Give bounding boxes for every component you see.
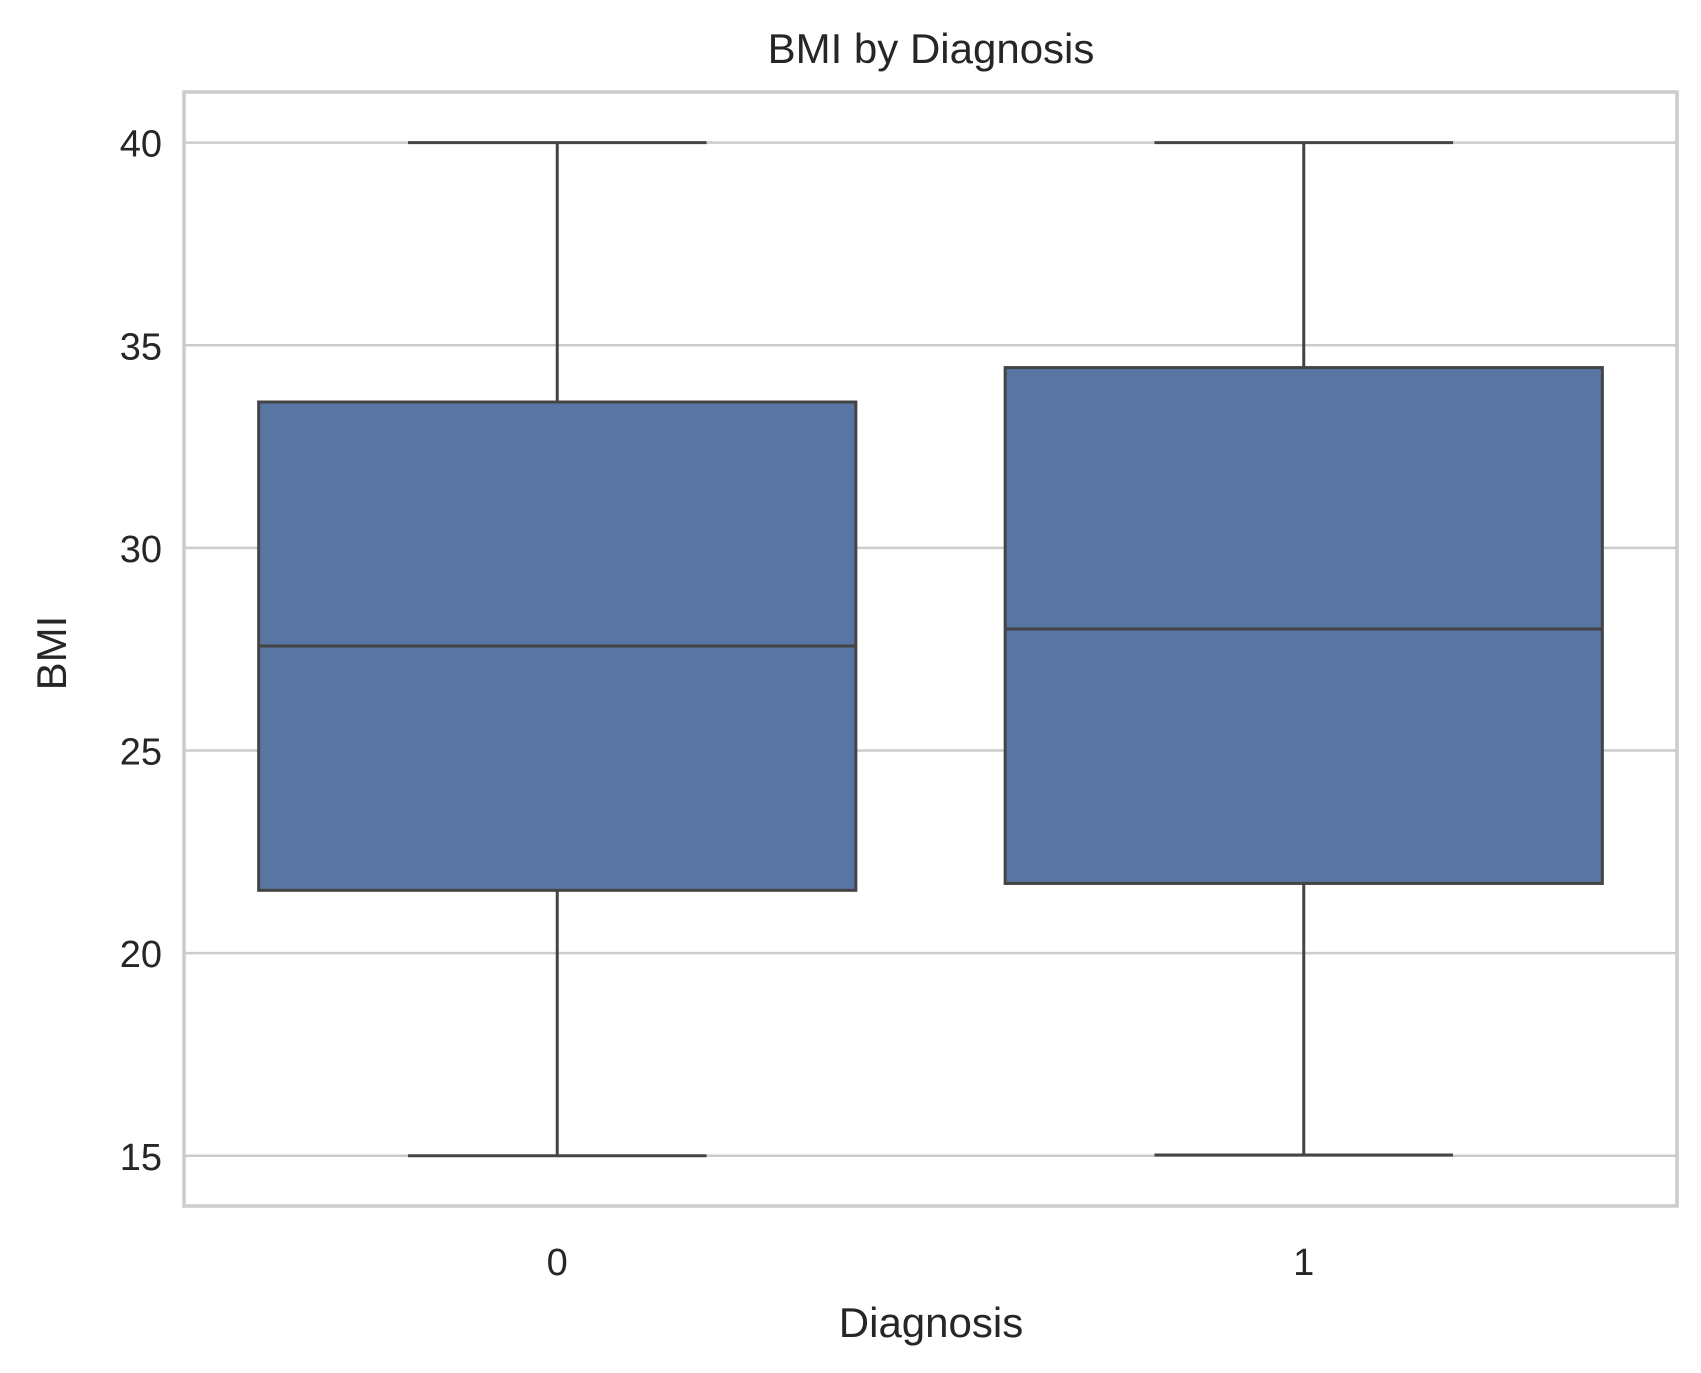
boxes (257, 141, 1604, 1158)
chart-title: BMI by Diagnosis (768, 25, 1095, 72)
y-tick-label: 15 (120, 1137, 162, 1179)
x-tick-label: 0 (547, 1242, 568, 1284)
y-axis-label: BMI (28, 616, 75, 691)
y-tick-label: 35 (120, 326, 162, 368)
box-plot-0 (257, 141, 858, 1158)
y-tick-label: 20 (120, 934, 162, 976)
y-tick-label: 30 (120, 529, 162, 571)
x-tick-label: 1 (1293, 1242, 1314, 1284)
x-axis-label: Diagnosis (839, 1299, 1023, 1346)
plot-frame (182, 90, 1679, 1208)
y-tick-label: 40 (120, 124, 162, 166)
tick-labels: 15 20 25 30 35 40 0 1 (120, 124, 1315, 1284)
box-plot-1 (1003, 141, 1604, 1157)
y-tick-label: 25 (120, 732, 162, 774)
iqr-box (1003, 366, 1604, 885)
